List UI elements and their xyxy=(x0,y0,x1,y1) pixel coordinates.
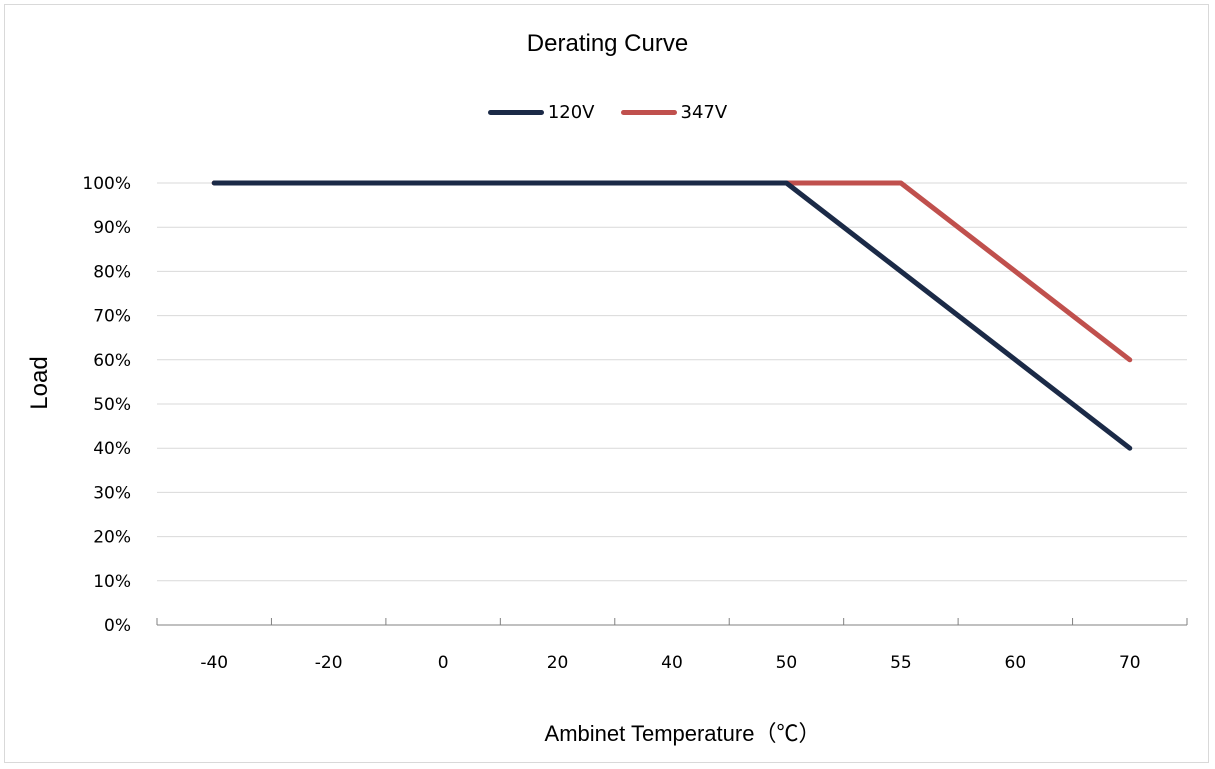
y-tick-label: 30% xyxy=(93,483,131,503)
chart-title: Derating Curve xyxy=(526,30,689,57)
y-tick-label: 70% xyxy=(93,307,131,327)
x-tick-label: 60 xyxy=(1005,653,1027,673)
legend-swatch-120v xyxy=(487,110,544,115)
x-tick-label: -40 xyxy=(200,653,228,673)
x-tick-label: 55 xyxy=(890,653,912,673)
y-tick-label: 60% xyxy=(93,351,131,371)
series-line-120v xyxy=(211,180,1133,451)
y-tick-label: 90% xyxy=(93,218,131,238)
x-axis-label: Ambinet Temperature（℃） xyxy=(544,721,821,746)
y-tick-label: 10% xyxy=(93,572,131,592)
y-tick-label: 50% xyxy=(93,395,131,415)
x-tick-label: 50 xyxy=(776,653,798,673)
legend-item-347v: 347V xyxy=(620,102,728,123)
x-tick-label: 70 xyxy=(1119,653,1141,673)
y-tick-label: 20% xyxy=(93,528,131,548)
y-tick-label: 0% xyxy=(104,616,131,636)
y-tick-label: 40% xyxy=(93,439,131,459)
x-tick-label: 0 xyxy=(438,653,449,673)
x-tick-label: 40 xyxy=(661,653,683,673)
x-tick-label: 20 xyxy=(547,653,569,673)
legend: 120V 347V xyxy=(0,102,1215,123)
legend-label-347v: 347V xyxy=(680,102,728,123)
x-tick-label: -20 xyxy=(315,653,343,673)
legend-item-120v: 120V xyxy=(487,102,595,123)
y-tick-label: 100% xyxy=(82,174,131,194)
legend-label-120v: 120V xyxy=(547,102,595,123)
chart-frame xyxy=(4,4,1209,763)
legend-swatch-347v xyxy=(620,110,677,115)
y-tick-label: 80% xyxy=(93,262,131,282)
